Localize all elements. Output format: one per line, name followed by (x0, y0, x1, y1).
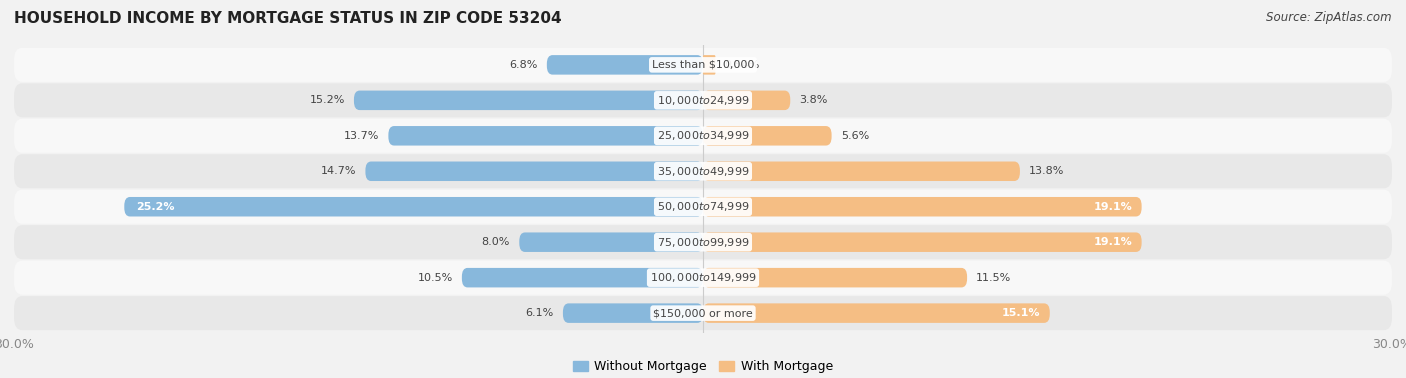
FancyBboxPatch shape (703, 55, 716, 74)
Text: 5.6%: 5.6% (841, 131, 869, 141)
Text: 8.0%: 8.0% (482, 237, 510, 247)
Text: $75,000 to $99,999: $75,000 to $99,999 (657, 236, 749, 249)
Text: 19.1%: 19.1% (1094, 237, 1132, 247)
Text: 19.1%: 19.1% (1094, 202, 1132, 212)
Text: 11.5%: 11.5% (976, 273, 1011, 283)
FancyBboxPatch shape (703, 91, 790, 110)
Text: 15.1%: 15.1% (1002, 308, 1040, 318)
FancyBboxPatch shape (366, 161, 703, 181)
Text: 25.2%: 25.2% (136, 202, 174, 212)
FancyBboxPatch shape (562, 304, 703, 323)
Legend: Without Mortgage, With Mortgage: Without Mortgage, With Mortgage (568, 355, 838, 378)
FancyBboxPatch shape (14, 296, 1392, 330)
FancyBboxPatch shape (461, 268, 703, 287)
Text: $35,000 to $49,999: $35,000 to $49,999 (657, 165, 749, 178)
FancyBboxPatch shape (547, 55, 703, 74)
Text: $10,000 to $24,999: $10,000 to $24,999 (657, 94, 749, 107)
Text: $50,000 to $74,999: $50,000 to $74,999 (657, 200, 749, 213)
Text: HOUSEHOLD INCOME BY MORTGAGE STATUS IN ZIP CODE 53204: HOUSEHOLD INCOME BY MORTGAGE STATUS IN Z… (14, 11, 561, 26)
Text: 0.54%: 0.54% (724, 60, 761, 70)
FancyBboxPatch shape (124, 197, 703, 217)
FancyBboxPatch shape (14, 190, 1392, 224)
FancyBboxPatch shape (354, 91, 703, 110)
Text: $25,000 to $34,999: $25,000 to $34,999 (657, 129, 749, 142)
Text: 3.8%: 3.8% (800, 95, 828, 105)
FancyBboxPatch shape (14, 119, 1392, 153)
FancyBboxPatch shape (703, 126, 831, 146)
FancyBboxPatch shape (14, 48, 1392, 82)
Text: 13.7%: 13.7% (344, 131, 380, 141)
FancyBboxPatch shape (519, 232, 703, 252)
Text: 10.5%: 10.5% (418, 273, 453, 283)
Text: 15.2%: 15.2% (309, 95, 344, 105)
FancyBboxPatch shape (14, 261, 1392, 295)
FancyBboxPatch shape (703, 304, 1050, 323)
FancyBboxPatch shape (14, 154, 1392, 188)
FancyBboxPatch shape (388, 126, 703, 146)
Text: 14.7%: 14.7% (321, 166, 356, 176)
Text: Source: ZipAtlas.com: Source: ZipAtlas.com (1267, 11, 1392, 24)
Text: 6.1%: 6.1% (526, 308, 554, 318)
FancyBboxPatch shape (703, 232, 1142, 252)
FancyBboxPatch shape (703, 161, 1019, 181)
Text: 13.8%: 13.8% (1029, 166, 1064, 176)
Text: $150,000 or more: $150,000 or more (654, 308, 752, 318)
Text: Less than $10,000: Less than $10,000 (652, 60, 754, 70)
FancyBboxPatch shape (703, 268, 967, 287)
FancyBboxPatch shape (703, 197, 1142, 217)
Text: $100,000 to $149,999: $100,000 to $149,999 (650, 271, 756, 284)
FancyBboxPatch shape (14, 83, 1392, 117)
FancyBboxPatch shape (14, 225, 1392, 259)
Text: 6.8%: 6.8% (509, 60, 537, 70)
